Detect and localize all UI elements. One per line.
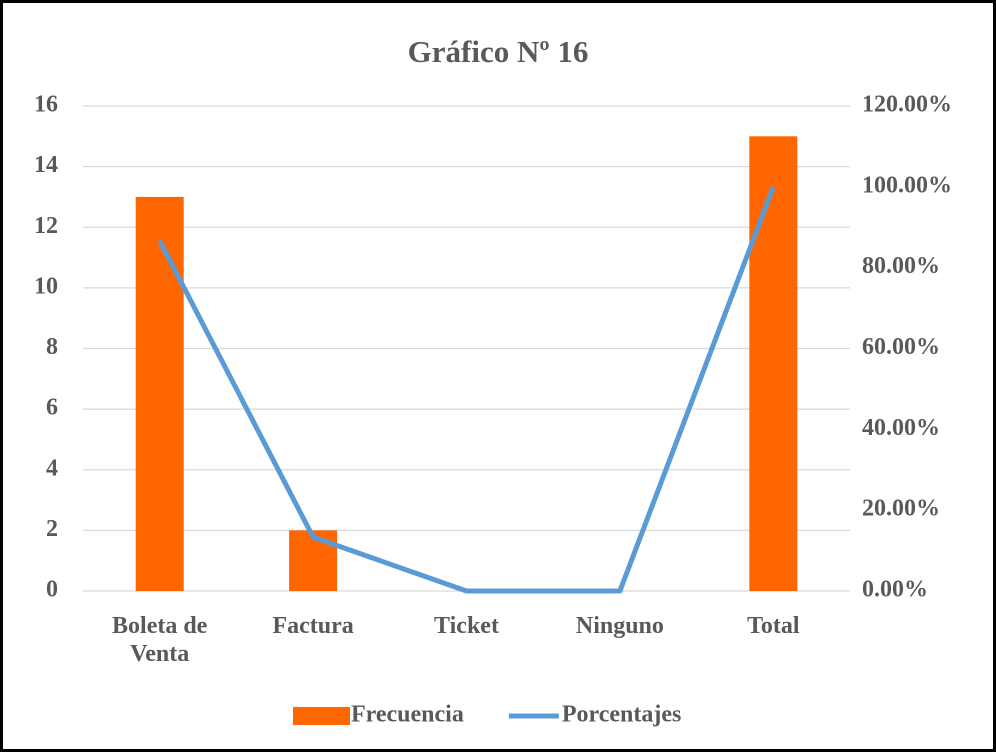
- chart-title: Gráfico Nº 16: [408, 34, 589, 69]
- y2-tick-label: 40.00%: [862, 415, 940, 441]
- x-tick-label: Ticket: [434, 613, 499, 639]
- y-tick-label: 10: [34, 273, 58, 299]
- y2-tick-label: 120.00%: [862, 92, 952, 118]
- y-tick-label: 16: [34, 92, 58, 118]
- x-tick-label: Factura: [272, 613, 354, 639]
- x-tick-label: Ninguno: [575, 613, 664, 639]
- y-tick-label: 12: [34, 213, 58, 239]
- line-series: [157, 185, 776, 594]
- bar: [749, 136, 798, 591]
- x-tick-label: Total: [747, 613, 800, 639]
- y-tick-label: 8: [46, 334, 58, 360]
- x-tick-label: Boleta de Venta: [112, 613, 208, 667]
- legend-label: Porcentajes: [562, 702, 682, 728]
- legend-label: Frecuencia: [351, 702, 464, 728]
- y2-tick-label: 80.00%: [862, 253, 940, 279]
- y2-tick-label: 20.00%: [862, 496, 940, 522]
- bar: [135, 196, 184, 591]
- y-tick-label: 2: [46, 516, 58, 542]
- y-tick-label: 14: [34, 152, 58, 178]
- y2-tick-label: 60.00%: [862, 334, 940, 360]
- y-tick-label: 4: [46, 455, 58, 481]
- y-tick-label: 0: [46, 577, 58, 603]
- y2-tick-label: 0.00%: [862, 577, 928, 603]
- legend-swatch: [293, 707, 350, 725]
- y-tick-label: 6: [46, 395, 58, 421]
- y2-tick-label: 100.00%: [862, 172, 952, 198]
